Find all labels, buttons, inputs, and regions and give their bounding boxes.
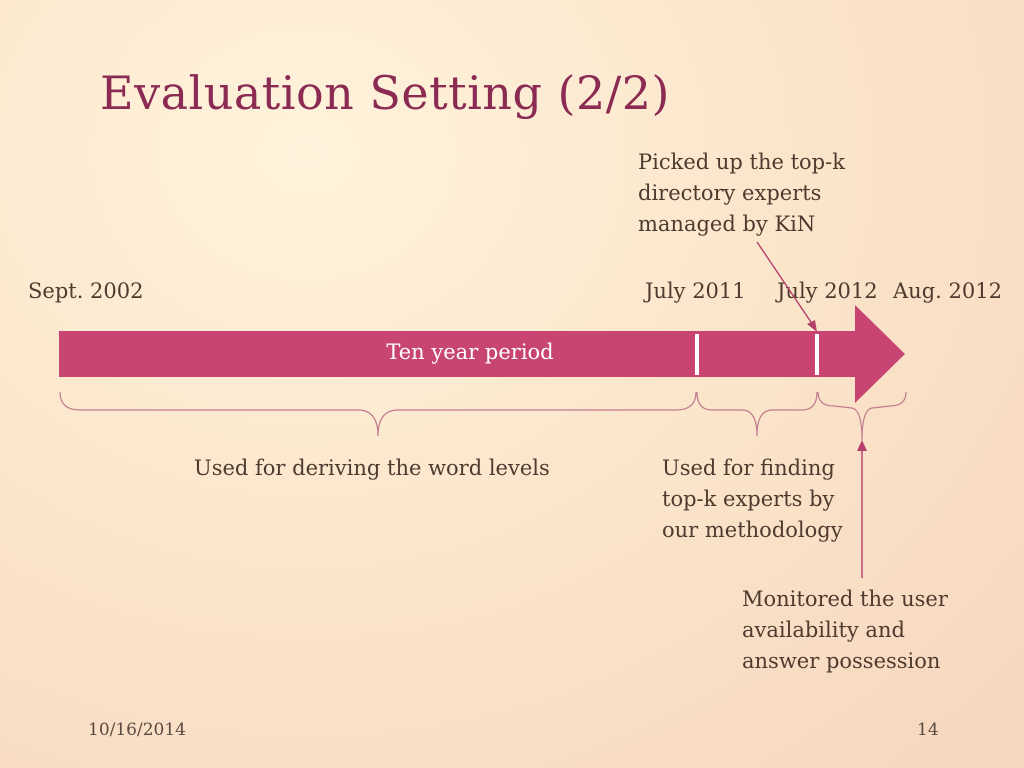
brace-monitoring: [817, 391, 907, 441]
monitored-note-line-3: answer possession: [742, 649, 941, 673]
finding-note: Used for finding top-k experts by our me…: [662, 453, 843, 546]
pointer-arrowhead-top-k: [807, 320, 817, 332]
top-note-line-2: directory experts: [638, 181, 822, 205]
date-mid2-label: July 2012: [777, 279, 878, 303]
top-note: Picked up the top-k directory experts ma…: [638, 147, 845, 240]
brace-finding: [696, 391, 818, 437]
date-start-label: Sept. 2002: [28, 279, 144, 303]
date-mid1-label: July 2011: [645, 279, 746, 303]
page-number: 14: [917, 720, 939, 740]
finding-note-line-3: our methodology: [662, 518, 843, 542]
monitored-note-line-1: Monitored the user: [742, 587, 948, 611]
date-end-label: Aug. 2012: [893, 279, 1002, 303]
monitored-note-line-2: availability and: [742, 618, 905, 642]
timeline-arrow: [59, 305, 905, 403]
slide-title: Evaluation Setting (2/2): [100, 66, 670, 120]
top-note-line-3: managed by KiN: [638, 212, 816, 236]
pointer-arrowhead-monitored: [857, 440, 867, 451]
period-label: Ten year period: [386, 340, 554, 364]
finding-note-line-2: top-k experts by: [662, 487, 835, 511]
top-note-line-1: Picked up the top-k: [638, 150, 845, 174]
monitored-note: Monitored the user availability and answ…: [742, 584, 948, 677]
word-levels-note: Used for deriving the word levels: [194, 456, 550, 480]
slide-date: 10/16/2014: [88, 720, 186, 740]
brace-word-levels: [59, 391, 697, 437]
finding-note-line-1: Used for finding: [662, 456, 835, 480]
pointer-line-top-k: [756, 241, 816, 329]
